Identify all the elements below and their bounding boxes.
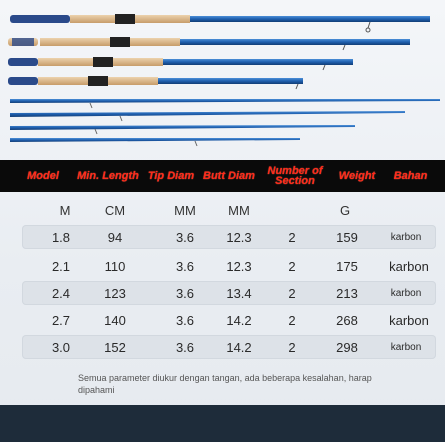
- unit-butt: MM: [228, 202, 250, 218]
- header-model: Model: [27, 170, 59, 182]
- cell-butt: 12.3: [226, 258, 252, 274]
- cell-weight: 268: [336, 312, 358, 328]
- cell-weight: 175: [336, 258, 358, 274]
- table-row: 2.1 110 3.6 12.3 2 175 karbon: [22, 254, 436, 278]
- cell-sections: 2: [288, 258, 296, 274]
- footer-bar: [0, 405, 445, 442]
- units-row: M CM MM MM G: [0, 200, 445, 220]
- unit-model: M: [59, 202, 71, 218]
- cell-sections: 2: [288, 229, 296, 245]
- table-header: Model Min. Length Tip Diam Butt Diam Num…: [0, 160, 445, 192]
- cell-length: 94: [107, 229, 123, 245]
- rod-handle-1: [10, 14, 430, 33]
- cell-model: 2.4: [51, 285, 71, 301]
- cell-length: 140: [104, 312, 126, 328]
- cell-material: karbon: [390, 287, 422, 299]
- table-row: 2.4 123 3.6 13.4 2 213 karbon: [22, 281, 436, 305]
- header-butt-diam: Butt Diam: [203, 170, 255, 182]
- table-row: 2.7 140 3.6 14.2 2 268 karbon: [22, 308, 436, 332]
- cell-butt: 14.2: [226, 339, 252, 355]
- rod-handle-3: [8, 57, 353, 71]
- unit-weight: G: [339, 202, 351, 218]
- cell-material: karbon: [390, 231, 422, 243]
- cell-model: 1.8: [51, 229, 71, 245]
- cell-model: 2.7: [51, 312, 71, 328]
- header-number-of-section: Number of Section: [267, 165, 323, 187]
- table-row: 1.8 94 3.6 12.3 2 159 karbon: [22, 225, 436, 249]
- cell-length: 152: [104, 339, 126, 355]
- cell-butt: 14.2: [226, 312, 252, 328]
- cell-sections: 2: [288, 312, 296, 328]
- cell-material: karbon: [389, 312, 429, 328]
- cell-butt: 12.3: [226, 229, 252, 245]
- cell-butt: 13.4: [226, 285, 252, 301]
- header-material: Bahan: [393, 170, 428, 182]
- cell-tip: 3.6: [175, 312, 195, 328]
- cell-weight: 298: [336, 339, 358, 355]
- rod-handle-2: [8, 37, 410, 51]
- cell-weight: 213: [336, 285, 358, 301]
- cell-model: 3.0: [51, 339, 71, 355]
- fishing-rods-image: [8, 14, 440, 147]
- cell-tip: 3.6: [175, 258, 195, 274]
- cell-tip: 3.6: [175, 285, 195, 301]
- header-weight: Weight: [338, 170, 376, 182]
- header-tip-diam: Tip Diam: [147, 170, 195, 182]
- measurement-note: Semua parameter diukur dengan tangan, ad…: [78, 373, 372, 395]
- cell-model: 2.1: [51, 258, 71, 274]
- unit-tip: MM: [174, 202, 196, 218]
- unit-length: CM: [104, 202, 126, 218]
- table-row: 3.0 152 3.6 14.2 2 298 karbon: [22, 335, 436, 359]
- rod-blanks: [10, 99, 440, 147]
- header-min-length: Min. Length: [77, 170, 139, 182]
- cell-length: 110: [104, 258, 126, 274]
- rod-handle-4: [8, 76, 303, 90]
- cell-tip: 3.6: [175, 339, 195, 355]
- cell-material: karbon: [390, 341, 422, 353]
- cell-tip: 3.6: [175, 229, 195, 245]
- cell-sections: 2: [288, 339, 296, 355]
- cell-sections: 2: [288, 285, 296, 301]
- cell-length: 123: [104, 285, 126, 301]
- cell-material: karbon: [389, 258, 429, 274]
- cell-weight: 159: [336, 229, 358, 245]
